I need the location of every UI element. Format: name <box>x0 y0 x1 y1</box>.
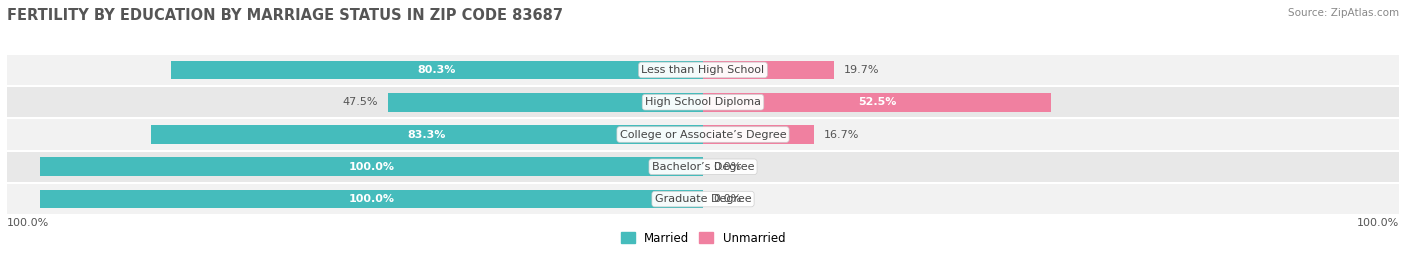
Text: 52.5%: 52.5% <box>858 97 896 107</box>
Bar <box>41 190 703 208</box>
Bar <box>41 157 703 176</box>
Legend: Married, Unmarried: Married, Unmarried <box>620 232 786 245</box>
Bar <box>703 93 1052 112</box>
Text: High School Diploma: High School Diploma <box>645 97 761 107</box>
Text: 80.3%: 80.3% <box>418 65 456 75</box>
Bar <box>7 86 1399 118</box>
Text: FERTILITY BY EDUCATION BY MARRIAGE STATUS IN ZIP CODE 83687: FERTILITY BY EDUCATION BY MARRIAGE STATU… <box>7 8 562 23</box>
Text: 100.0%: 100.0% <box>7 218 49 228</box>
Bar <box>703 125 814 144</box>
Text: 83.3%: 83.3% <box>408 129 446 140</box>
Text: 0.0%: 0.0% <box>713 162 741 172</box>
Bar <box>170 61 703 79</box>
Text: Less than High School: Less than High School <box>641 65 765 75</box>
Text: 100.0%: 100.0% <box>349 194 395 204</box>
Text: 47.5%: 47.5% <box>343 97 378 107</box>
Text: 100.0%: 100.0% <box>349 162 395 172</box>
Text: 19.7%: 19.7% <box>844 65 879 75</box>
Bar <box>7 118 1399 151</box>
Bar <box>7 151 1399 183</box>
Bar <box>703 61 834 79</box>
Text: 0.0%: 0.0% <box>713 194 741 204</box>
Text: 16.7%: 16.7% <box>824 129 859 140</box>
Bar <box>7 54 1399 86</box>
Text: College or Associate’s Degree: College or Associate’s Degree <box>620 129 786 140</box>
Bar <box>7 183 1399 215</box>
Text: 100.0%: 100.0% <box>1357 218 1399 228</box>
Text: Graduate Degree: Graduate Degree <box>655 194 751 204</box>
Bar <box>150 125 703 144</box>
Text: Bachelor’s Degree: Bachelor’s Degree <box>652 162 754 172</box>
Text: Source: ZipAtlas.com: Source: ZipAtlas.com <box>1288 8 1399 18</box>
Bar <box>388 93 703 112</box>
